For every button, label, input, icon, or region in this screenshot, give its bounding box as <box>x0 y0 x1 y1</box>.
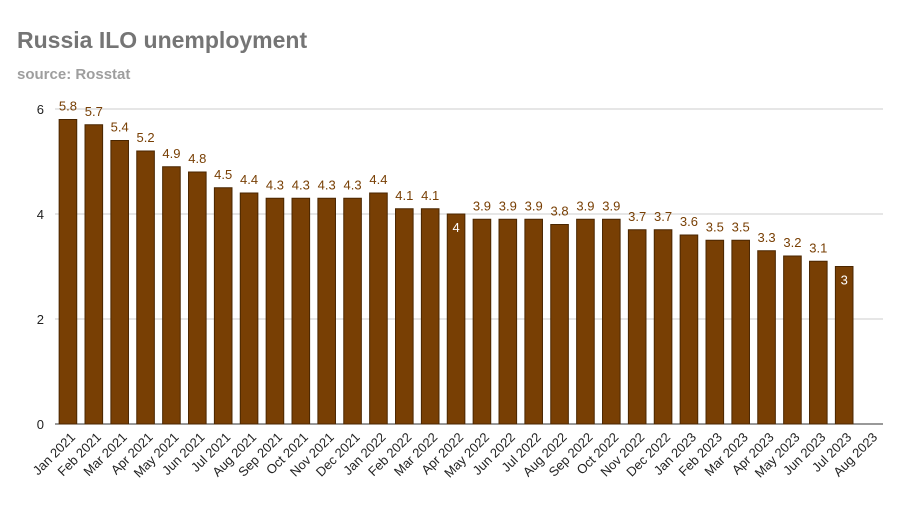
data-label: 3.7 <box>628 209 646 224</box>
data-label: 5.7 <box>85 104 103 119</box>
data-label: 4.3 <box>266 177 284 192</box>
bar <box>162 166 181 425</box>
bar <box>834 266 854 425</box>
data-label: 4 <box>452 220 459 235</box>
bar <box>731 239 750 425</box>
bar <box>110 140 129 425</box>
data-label: 5.4 <box>111 120 129 135</box>
data-label: 3.9 <box>576 198 594 213</box>
data-label: 3 <box>841 273 848 288</box>
data-label: 4.1 <box>421 188 439 203</box>
data-label: 4.3 <box>292 177 310 192</box>
data-label: 4.1 <box>395 188 413 203</box>
data-label: 4.4 <box>240 172 258 187</box>
data-label: 3.8 <box>551 204 569 219</box>
bar <box>498 218 518 425</box>
chart-subtitle: source: Rosstat <box>17 66 131 83</box>
data-label: 3.3 <box>758 230 776 245</box>
bar <box>757 250 776 425</box>
bar <box>58 119 78 425</box>
bar <box>265 197 285 425</box>
y-tick-label: 0 <box>37 417 44 432</box>
data-label: 4.5 <box>214 167 232 182</box>
y-tick-label: 6 <box>37 102 44 117</box>
data-label: 4.8 <box>188 151 206 166</box>
bar <box>602 218 621 425</box>
bar <box>576 218 595 425</box>
data-label: 3.7 <box>654 209 672 224</box>
bar <box>472 218 492 425</box>
data-label: 5.2 <box>137 130 155 145</box>
data-label: 3.2 <box>783 235 801 250</box>
data-label: 4.4 <box>369 172 387 187</box>
chart-title: Russia ILO unemployment <box>17 27 308 53</box>
bar <box>420 208 440 425</box>
bar <box>188 171 207 425</box>
bars <box>58 119 854 425</box>
bar <box>213 187 233 425</box>
data-label: 3.5 <box>706 219 724 234</box>
bar <box>446 213 466 425</box>
data-label: 4.3 <box>344 177 362 192</box>
y-tick-label: 2 <box>37 312 44 327</box>
bar <box>653 229 673 425</box>
bar <box>809 260 828 425</box>
y-axis-ticks: 0 2 4 6 <box>37 102 44 432</box>
bar <box>84 124 104 425</box>
y-tick-label: 4 <box>37 207 44 222</box>
bar <box>550 224 569 425</box>
data-label: 3.9 <box>473 198 491 213</box>
bar <box>239 192 259 425</box>
data-label: 5.8 <box>59 99 77 114</box>
bar <box>679 234 699 425</box>
data-label: 3.9 <box>602 198 620 213</box>
bar <box>369 192 388 425</box>
bar <box>317 197 336 425</box>
data-label: 3.9 <box>499 198 517 213</box>
bar <box>291 197 311 425</box>
data-label: 3.6 <box>680 214 698 229</box>
data-label: 4.3 <box>318 177 336 192</box>
bar <box>136 150 155 425</box>
data-label: 4.9 <box>162 146 180 161</box>
data-label: 3.5 <box>732 219 750 234</box>
data-label: 3.1 <box>809 240 827 255</box>
bar <box>783 255 802 425</box>
bar <box>705 239 725 425</box>
data-labels: 5.8 5.7 5.4 5.2 4.9 4.8 4.5 4.4 4.3 4.3 4.3 4.3 4.4 4… <box>59 99 848 288</box>
bar <box>343 197 362 425</box>
bar <box>395 208 414 425</box>
data-label: 3.9 <box>525 198 543 213</box>
bar <box>627 229 647 425</box>
bar <box>524 218 543 425</box>
